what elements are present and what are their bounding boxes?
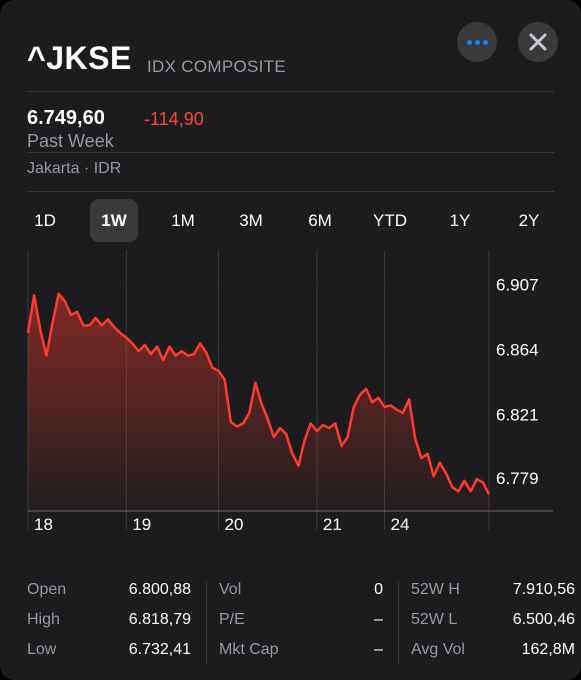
range-tab-1d[interactable]: 1D	[21, 199, 69, 242]
stat-row-52w-h: 52W H 7.910,56	[411, 581, 575, 601]
price-line	[26, 292, 491, 495]
stat-row-52w-l: 52W L 6.500,46	[411, 611, 575, 631]
stock-symbol: ^JKSE	[27, 40, 132, 76]
stats-column-divider	[398, 581, 399, 665]
x-tick-label: 21	[323, 515, 342, 534]
range-tab-label: YTD	[373, 210, 407, 230]
stat-value: 6.818,79	[128, 611, 191, 628]
range-tab-label: 3M	[239, 210, 263, 230]
stat-row-high: High 6.818,79	[27, 611, 191, 631]
current-price: 6.749,60	[27, 107, 105, 129]
stat-label: High	[27, 611, 60, 628]
range-tab-label: 1Y	[449, 210, 471, 230]
y-tick-label: 6.864	[496, 341, 539, 360]
stat-label: Mkt Cap	[219, 641, 279, 658]
range-divider	[27, 191, 554, 192]
stat-value: –	[374, 611, 383, 628]
ellipsis-icon	[466, 39, 488, 45]
stat-row-low: Low 6.732,41	[27, 641, 191, 661]
stat-row-vol: Vol 0	[219, 581, 383, 601]
stat-label: Vol	[219, 581, 242, 598]
close-icon	[529, 33, 547, 51]
range-tab-1w[interactable]: 1W	[90, 199, 138, 242]
range-tab-1y[interactable]: 1Y	[436, 199, 484, 242]
price-area-fill	[28, 293, 489, 511]
stat-row-open: Open 6.800,88	[27, 581, 191, 601]
more-options-button[interactable]	[457, 22, 497, 62]
y-tick-label: 6.907	[496, 276, 539, 295]
stat-label: 52W L	[411, 611, 458, 628]
stat-value: 7.910,56	[512, 581, 575, 598]
range-tab-label: 1D	[34, 210, 56, 230]
range-tab-label: 6M	[308, 210, 332, 230]
stats-column-divider	[206, 581, 207, 665]
exchange-name: IDX COMPOSITE	[147, 57, 286, 76]
quote-divider	[27, 152, 554, 153]
close-button[interactable]	[518, 22, 558, 62]
stat-label: Avg Vol	[411, 641, 465, 658]
price-chart[interactable]: 18 19 20 21 24 6.907 6.864 6.821 6.779	[0, 250, 581, 540]
y-tick-label: 6.821	[496, 405, 539, 424]
stat-value: 0	[374, 581, 383, 598]
stat-value: 6.500,46	[512, 611, 575, 628]
stat-label: Open	[27, 581, 67, 598]
range-tab-label: 1W	[101, 210, 127, 230]
range-tab-label: 1M	[171, 210, 195, 230]
stat-row-p-e: P/E –	[219, 611, 383, 631]
range-tab-3m[interactable]: 3M	[227, 199, 275, 242]
price-change: -114,90	[144, 109, 204, 129]
stat-value: 6.732,41	[128, 641, 191, 658]
range-tab-ytd[interactable]: YTD	[366, 199, 414, 242]
stat-value: 6.800,88	[128, 581, 191, 598]
stat-label: P/E	[219, 611, 245, 628]
stat-row-avg-vol: Avg Vol 162,8M	[411, 641, 575, 661]
y-tick-label: 6.779	[496, 469, 539, 488]
x-tick-label: 19	[132, 515, 151, 534]
stat-label: 52W H	[411, 581, 460, 598]
range-tab-label: 2Y	[518, 210, 540, 230]
range-tab-1m[interactable]: 1M	[159, 199, 207, 242]
period-label: Past Week	[27, 131, 114, 151]
stat-row-mkt-cap: Mkt Cap –	[219, 641, 383, 661]
range-tab-6m[interactable]: 6M	[296, 199, 344, 242]
market-label: Jakarta · IDR	[27, 160, 122, 177]
stat-value: 162,8M	[521, 641, 575, 658]
header-divider	[27, 91, 554, 92]
stat-value: –	[374, 641, 383, 658]
range-tab-2y[interactable]: 2Y	[505, 199, 553, 242]
x-tick-label: 20	[225, 515, 244, 534]
x-tick-label: 18	[34, 515, 53, 534]
stat-label: Low	[27, 641, 57, 658]
x-tick-label: 24	[391, 515, 410, 534]
